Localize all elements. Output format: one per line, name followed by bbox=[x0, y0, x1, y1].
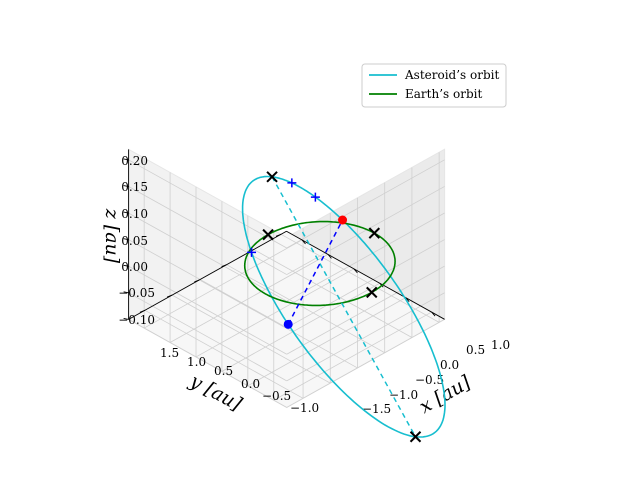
x-axis-line bbox=[286, 230, 445, 320]
nodes-line bbox=[287, 219, 344, 325]
legend: Asteroid’s orbit Earth’s orbit bbox=[361, 63, 507, 108]
ascending-node-dot bbox=[283, 319, 293, 329]
grid-line-z bbox=[128, 239, 287, 329]
tick-labels: −1.5 −1.0 −0.5 0.0 0.5 1.0 1.5 1.0 0.5 0… bbox=[118, 154, 510, 416]
x-tick-label: 1.0 bbox=[491, 338, 510, 352]
z-tick-mark bbox=[123, 211, 129, 214]
z-tick-label: 0.15 bbox=[121, 180, 148, 194]
y-tick-label: 1.0 bbox=[187, 355, 206, 369]
grid-line-y bbox=[171, 294, 331, 384]
x-tick-mark bbox=[327, 254, 332, 259]
apsides-line bbox=[271, 176, 417, 438]
grid-line-z bbox=[286, 265, 445, 355]
grid-line-z bbox=[286, 239, 445, 329]
grid-line-y bbox=[199, 279, 358, 369]
y-tick-mark bbox=[221, 264, 227, 268]
x-tick-label: −1.0 bbox=[389, 388, 418, 402]
x-tick-label: 0.5 bbox=[466, 343, 485, 357]
x-tick-mark bbox=[405, 297, 410, 302]
axis-panes bbox=[127, 148, 446, 409]
perihelion-cross bbox=[266, 171, 278, 183]
grid-line-z bbox=[128, 159, 287, 249]
y-tick-label: 0.5 bbox=[214, 364, 233, 378]
legend-frame bbox=[361, 63, 507, 108]
grid-line-z bbox=[286, 318, 445, 408]
descending-node-dot bbox=[338, 215, 348, 225]
grid-line-z bbox=[128, 186, 287, 275]
grid-line-y bbox=[226, 264, 385, 354]
asteroid-plus-marker bbox=[287, 178, 297, 188]
y-tick-mark bbox=[139, 309, 146, 313]
z-tick-mark bbox=[123, 185, 129, 187]
z-tick-label: 0.05 bbox=[121, 234, 148, 248]
x-tick-mark bbox=[301, 239, 306, 245]
y-axis-line bbox=[128, 230, 287, 320]
grid-line-z bbox=[128, 292, 287, 382]
y-tick-mark bbox=[275, 233, 282, 237]
grid-line-z bbox=[128, 319, 287, 408]
y-tick-mark bbox=[194, 279, 200, 283]
grid-line-z bbox=[128, 212, 287, 302]
x-tick-label: −1.5 bbox=[362, 402, 391, 416]
asteroid-plus-marker bbox=[310, 192, 320, 202]
grid-line-z bbox=[286, 159, 445, 249]
z-tick-label: 0.10 bbox=[121, 207, 148, 221]
x-tick-mark bbox=[353, 268, 358, 274]
aphelion-cross bbox=[409, 431, 422, 443]
grid-line-y bbox=[253, 249, 413, 338]
asteroid-plus-marker bbox=[247, 247, 257, 257]
z-tick-mark bbox=[123, 291, 129, 294]
grid-line-y bbox=[144, 309, 304, 399]
grid-line-z bbox=[286, 212, 445, 302]
earth-cross bbox=[366, 286, 378, 299]
z-tick-mark bbox=[123, 158, 129, 161]
grid-lines bbox=[128, 152, 445, 408]
x-tick-label: −0.5 bbox=[415, 373, 444, 387]
orbit-data bbox=[241, 171, 446, 443]
x-tick-label: 0.0 bbox=[440, 358, 459, 372]
earth-quarter-cross bbox=[368, 227, 381, 239]
z-tick-mark bbox=[123, 264, 129, 267]
y-tick-label: −1.0 bbox=[290, 401, 319, 415]
z-tick-mark bbox=[123, 238, 129, 241]
x-tick-mark bbox=[431, 311, 436, 317]
z-tick-label: 0.00 bbox=[121, 260, 148, 274]
grid-line-z bbox=[128, 265, 287, 355]
z-tick-label: −0.10 bbox=[118, 313, 155, 327]
earth-opposite-cross bbox=[262, 228, 274, 241]
z-tick-label: 0.20 bbox=[121, 154, 148, 168]
y-tick-label: 0.0 bbox=[241, 377, 260, 391]
z-tick-label: −0.05 bbox=[118, 286, 155, 300]
y-tick-mark bbox=[166, 294, 173, 298]
y-tick-label: 1.5 bbox=[160, 346, 179, 360]
grid-line-y bbox=[280, 233, 440, 323]
legend-label-earth: Earth’s orbit bbox=[405, 87, 482, 101]
grid-line-x bbox=[273, 311, 432, 401]
legend-label-asteroid: Asteroid’s orbit bbox=[404, 68, 499, 82]
grid-line-z bbox=[286, 186, 445, 275]
grid-line-z bbox=[286, 292, 445, 382]
z-tick-mark bbox=[123, 317, 129, 320]
y-tick-label: −0.5 bbox=[262, 389, 291, 403]
z-axis-label: z [au] bbox=[101, 208, 123, 264]
